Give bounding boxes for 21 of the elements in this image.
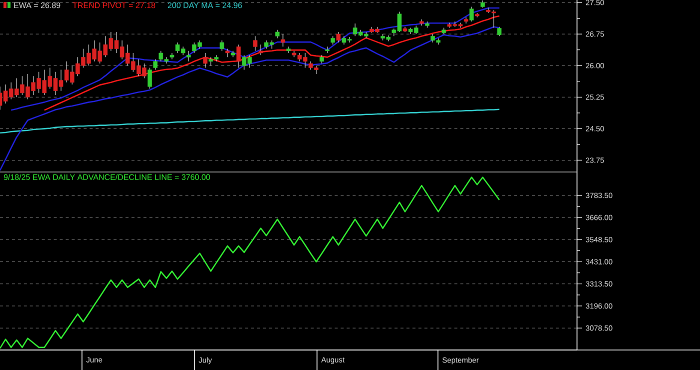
line-series — [0, 108, 500, 134]
candlestick — [336, 32, 341, 43]
candlestick — [258, 44, 263, 56]
text: 200 DAY MA = 24.96 — [168, 2, 242, 8]
candlestick — [153, 58, 158, 70]
text: 9/18/25 EWA DAILY ADVANCE/DECLINE LINE = 3760.00 — [4, 174, 210, 180]
candlestick — [253, 36, 258, 52]
candlestick — [497, 26, 502, 36]
candlestick — [286, 46, 291, 54]
legend-label: EWA = 26.89 — [14, 2, 60, 8]
candlestick — [469, 6, 474, 22]
candlestick — [203, 52, 208, 68]
text: TREND PIVOT = 27.18 — [72, 2, 156, 8]
candlestick — [148, 67, 152, 90]
candlestick — [236, 44, 241, 68]
candlestick — [220, 40, 224, 52]
candlestick — [170, 52, 174, 60]
candlestick — [464, 16, 468, 24]
candlestick — [280, 34, 286, 47]
candlestick — [225, 48, 230, 58]
candlestick — [186, 50, 191, 62]
